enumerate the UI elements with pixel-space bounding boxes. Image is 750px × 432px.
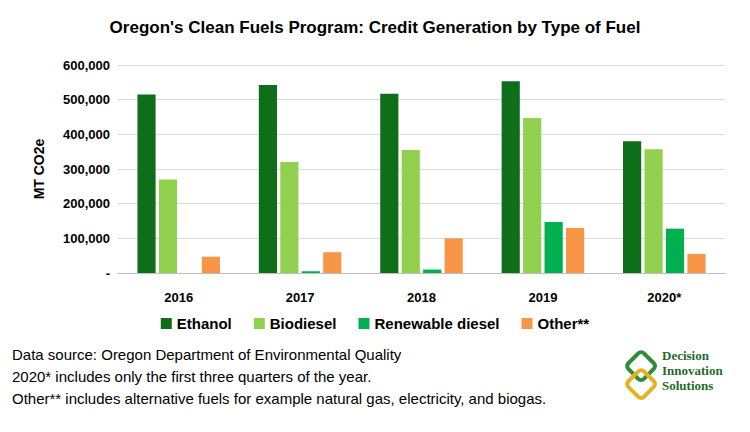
svg-text:2019: 2019 (528, 290, 557, 305)
svg-text:Ethanol: Ethanol (177, 315, 232, 332)
svg-text:MT CO2e: MT CO2e (31, 138, 47, 199)
svg-text:300,000: 300,000 (63, 162, 110, 177)
svg-text:400,000: 400,000 (63, 127, 110, 142)
svg-text:Solutions: Solutions (662, 378, 713, 393)
svg-text:Data source: Oregon Department: Data source: Oregon Department of Enviro… (12, 346, 402, 363)
svg-text:-: - (106, 266, 110, 281)
svg-text:2020* includes only the first: 2020* includes only the first three quar… (12, 368, 371, 385)
svg-text:600,000: 600,000 (63, 58, 110, 73)
svg-text:2020*: 2020* (647, 290, 682, 305)
svg-text:500,000: 500,000 (63, 92, 110, 107)
svg-text:Innovation: Innovation (662, 363, 723, 378)
svg-text:Decision: Decision (662, 348, 710, 363)
svg-text:Oregon's Clean Fuels Program:: Oregon's Clean Fuels Program: Credit Gen… (110, 18, 641, 37)
svg-text:2017: 2017 (286, 290, 315, 305)
svg-text:Other** includes alternative f: Other** includes alternative fuels for e… (12, 390, 546, 407)
svg-text:Renewable diesel: Renewable diesel (374, 315, 499, 332)
svg-text:Other**: Other** (538, 315, 590, 332)
svg-text:100,000: 100,000 (63, 231, 110, 246)
svg-text:2018: 2018 (407, 290, 436, 305)
svg-text:Biodiesel: Biodiesel (270, 315, 337, 332)
svg-text:200,000: 200,000 (63, 196, 110, 211)
svg-text:2016: 2016 (164, 290, 193, 305)
